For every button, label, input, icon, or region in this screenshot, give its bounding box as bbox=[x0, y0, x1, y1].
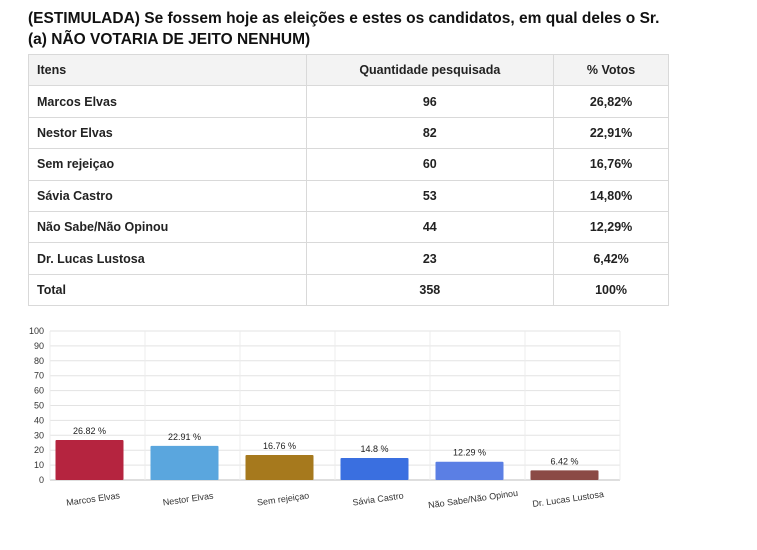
data-label: 14.8 % bbox=[360, 444, 388, 454]
bar bbox=[150, 445, 219, 480]
bar-chart-container: 0 10 20 30 40 50 60 70 80 90 100 26.82 % Marcos Elva… bbox=[0, 320, 757, 545]
y-tick-label: 90 bbox=[34, 341, 44, 351]
cell-quantidade: 44 bbox=[305, 210, 555, 244]
y-tick-label: 100 bbox=[29, 326, 44, 336]
cell-quantidade: 358 bbox=[305, 273, 555, 307]
title-line-1: (ESTIMULADA) Se fossem hoje as eleições … bbox=[28, 10, 660, 27]
cell-percent: 22,91% bbox=[553, 116, 669, 150]
bar bbox=[55, 440, 124, 480]
table-row: Sávia Castro 53 14,80% bbox=[28, 179, 669, 212]
bar bbox=[340, 457, 409, 480]
x-tick-label: Sávia Castro bbox=[352, 490, 404, 507]
table-row: Sem rejeiçao 60 16,76% bbox=[28, 148, 669, 181]
cell-item: Marcos Elvas bbox=[28, 85, 307, 118]
cell-item: Total bbox=[28, 273, 307, 307]
cell-item: Não Sabe/Não Opinou bbox=[28, 210, 307, 244]
table-row-total: Total 358 100% bbox=[28, 273, 669, 307]
bar bbox=[435, 461, 504, 480]
cell-percent: 6,42% bbox=[553, 242, 669, 275]
y-tick-label: 0 bbox=[39, 475, 44, 485]
y-tick-label: 70 bbox=[34, 371, 44, 381]
header-quantidade: Quantidade pesquisada bbox=[305, 53, 555, 87]
y-tick-label: 40 bbox=[34, 415, 44, 425]
x-tick-label: Não Sabe/Não Opinou bbox=[428, 488, 519, 511]
y-tick-label: 50 bbox=[34, 401, 44, 411]
cell-item: Nestor Elvas bbox=[28, 116, 307, 150]
y-tick-label: 80 bbox=[34, 356, 44, 366]
x-tick-label: Dr. Lucas Lustosa bbox=[532, 489, 605, 509]
data-label: 12.29 % bbox=[453, 448, 486, 458]
header-votos: % Votos bbox=[553, 53, 669, 87]
cell-percent: 14,80% bbox=[553, 179, 669, 212]
y-tick-label: 30 bbox=[34, 430, 44, 440]
bar-chart: 0 10 20 30 40 50 60 70 80 90 100 26.82 % Marcos Elva… bbox=[29, 326, 621, 511]
cell-percent: 12,29% bbox=[553, 210, 669, 244]
cell-item: Sávia Castro bbox=[28, 179, 307, 212]
table-row: Dr. Lucas Lustosa 23 6,42% bbox=[28, 242, 669, 275]
x-tick-label: Nestor Elvas bbox=[162, 490, 214, 507]
cell-percent: 26,82% bbox=[553, 85, 669, 118]
header-itens: Itens bbox=[28, 53, 307, 87]
results-table-container: Itens Quantidade pesquisada % Votos Marc… bbox=[28, 53, 669, 307]
cell-quantidade: 82 bbox=[305, 116, 555, 150]
cell-percent: 16,76% bbox=[553, 148, 669, 181]
x-tick-label: Sem rejeiçao bbox=[256, 490, 309, 507]
cell-item: Sem rejeiçao bbox=[28, 148, 307, 181]
table-row: Nestor Elvas 82 22,91% bbox=[28, 116, 669, 150]
y-tick-label: 60 bbox=[34, 386, 44, 396]
table-header-row: Itens Quantidade pesquisada % Votos bbox=[28, 53, 669, 87]
cell-quantidade: 60 bbox=[305, 148, 555, 181]
y-tick-label: 10 bbox=[34, 460, 44, 470]
bar bbox=[530, 470, 599, 480]
data-label: 16.76 % bbox=[263, 441, 296, 451]
data-label: 6.42 % bbox=[550, 456, 578, 466]
title-line-2: (a) NÃO VOTARIA DE JEITO NENHUM) bbox=[28, 31, 311, 48]
bar bbox=[245, 455, 314, 480]
table-row: Não Sabe/Não Opinou 44 12,29% bbox=[28, 210, 669, 244]
y-tick-label: 20 bbox=[34, 445, 44, 455]
cell-quantidade: 53 bbox=[305, 179, 555, 212]
cell-quantidade: 23 bbox=[305, 242, 555, 275]
cell-quantidade: 96 bbox=[305, 85, 555, 118]
data-label: 22.91 % bbox=[168, 432, 201, 442]
results-table: Itens Quantidade pesquisada % Votos Marc… bbox=[28, 53, 669, 307]
table-row: Marcos Elvas 96 26,82% bbox=[28, 85, 669, 118]
x-tick-label: Marcos Elvas bbox=[66, 490, 121, 507]
cell-percent: 100% bbox=[553, 273, 669, 307]
page-title: (ESTIMULADA) Se fossem hoje as eleições … bbox=[28, 8, 748, 50]
data-label: 26.82 % bbox=[73, 426, 106, 436]
cell-item: Dr. Lucas Lustosa bbox=[28, 242, 307, 275]
